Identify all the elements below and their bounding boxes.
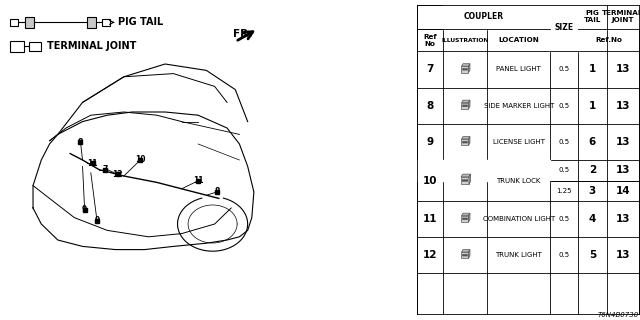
Text: 0.5: 0.5 <box>559 103 570 109</box>
Text: 12: 12 <box>113 170 123 179</box>
Text: ILLUSTRATION: ILLUSTRATION <box>442 37 489 43</box>
Text: 9: 9 <box>82 205 87 214</box>
Text: 12: 12 <box>423 250 437 260</box>
Polygon shape <box>461 100 470 103</box>
Bar <box>461 139 468 145</box>
Text: PANEL LIGHT: PANEL LIGHT <box>496 66 541 72</box>
Text: 4: 4 <box>589 214 596 224</box>
Text: LICENSE LIGHT: LICENSE LIGHT <box>493 139 545 145</box>
Bar <box>461 177 469 184</box>
Bar <box>461 103 468 109</box>
Text: 0.5: 0.5 <box>559 139 570 145</box>
Text: TERMINAL JOINT: TERMINAL JOINT <box>47 41 137 52</box>
Bar <box>461 216 468 222</box>
Text: 1: 1 <box>589 64 596 74</box>
Text: 10: 10 <box>135 156 146 164</box>
Text: T6N4B0730: T6N4B0730 <box>598 312 639 318</box>
Bar <box>10 19 18 26</box>
Text: 14: 14 <box>616 186 630 196</box>
Text: PIG TAIL: PIG TAIL <box>118 17 163 28</box>
Text: FR.: FR. <box>233 28 253 39</box>
Text: 1.25: 1.25 <box>556 188 572 194</box>
Text: 2: 2 <box>589 165 596 175</box>
Text: PIG
TAIL: PIG TAIL <box>584 10 601 23</box>
Text: 10: 10 <box>423 175 437 186</box>
Polygon shape <box>468 213 470 222</box>
Polygon shape <box>461 174 470 177</box>
Bar <box>10 41 24 52</box>
Bar <box>29 42 41 51</box>
Polygon shape <box>461 213 470 216</box>
Text: 0.5: 0.5 <box>559 167 570 173</box>
Text: 9: 9 <box>94 216 100 225</box>
Text: TRUNK LIGHT: TRUNK LIGHT <box>495 252 542 258</box>
Polygon shape <box>461 64 470 66</box>
Text: 0.5: 0.5 <box>559 216 570 222</box>
Text: 5: 5 <box>589 250 596 260</box>
Text: 13: 13 <box>616 137 630 147</box>
Text: 13: 13 <box>616 64 630 74</box>
Polygon shape <box>468 250 470 259</box>
Text: 13: 13 <box>616 250 630 260</box>
Text: 13: 13 <box>616 214 630 224</box>
Polygon shape <box>468 100 470 109</box>
Text: 13: 13 <box>616 165 630 175</box>
Text: 8: 8 <box>214 188 220 196</box>
Text: COUPLER: COUPLER <box>464 12 504 21</box>
Text: LOCATION: LOCATION <box>499 37 539 43</box>
Text: 0.5: 0.5 <box>559 252 570 258</box>
Text: 1: 1 <box>589 101 596 111</box>
Text: 6: 6 <box>589 137 596 147</box>
Text: 9: 9 <box>426 137 434 147</box>
Bar <box>25 17 34 28</box>
Polygon shape <box>461 250 470 252</box>
Text: 13: 13 <box>616 101 630 111</box>
Text: 7: 7 <box>102 165 108 174</box>
Bar <box>102 19 110 26</box>
Bar <box>461 252 468 259</box>
Text: 8: 8 <box>78 138 83 147</box>
Text: 11: 11 <box>423 214 437 224</box>
Polygon shape <box>461 137 470 139</box>
Bar <box>461 66 468 73</box>
Text: 7: 7 <box>426 64 434 74</box>
Text: 8: 8 <box>426 101 434 111</box>
Text: SIDE MARKER LIGHT: SIDE MARKER LIGHT <box>483 103 554 109</box>
Text: 11: 11 <box>88 159 98 168</box>
Text: SIZE: SIZE <box>554 23 573 32</box>
Text: COMBINATION LIGHT: COMBINATION LIGHT <box>483 216 555 222</box>
Text: 3: 3 <box>589 186 596 196</box>
Polygon shape <box>468 137 470 145</box>
Text: Ref
No: Ref No <box>423 34 437 46</box>
Text: Ref.No: Ref.No <box>595 37 622 43</box>
Polygon shape <box>468 64 470 73</box>
Polygon shape <box>469 174 470 184</box>
Text: TRUNK LOCK: TRUNK LOCK <box>497 178 541 183</box>
Bar <box>86 17 96 28</box>
Text: 11: 11 <box>193 176 204 185</box>
Text: 0.5: 0.5 <box>559 66 570 72</box>
Text: TERMINAL
JOINT: TERMINAL JOINT <box>602 10 640 23</box>
